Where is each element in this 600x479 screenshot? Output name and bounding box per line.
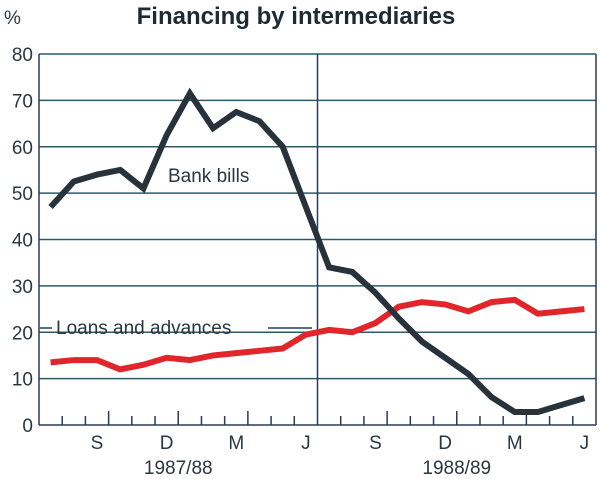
y-tick-labels: 0 10 20 30 40 50 60 70 80: [12, 45, 33, 437]
chart-title: Financing by intermediaries: [137, 3, 456, 30]
x-tick-label: M: [507, 433, 523, 454]
series-label-loans-and-advances: Loans and advances: [56, 318, 231, 339]
period-label: 1988/89: [422, 458, 491, 479]
y-tick-label: 0: [22, 416, 33, 437]
series-line-loans-and-advances: [50, 296, 585, 373]
series-label-bank-bills: Bank bills: [168, 166, 249, 187]
period-label: 1987/88: [144, 458, 213, 479]
y-tick-label: 40: [12, 231, 33, 252]
y-tick-label: 10: [12, 370, 33, 391]
x-tick-label: J: [301, 433, 311, 454]
series-line-bank-bills: [48, 87, 586, 416]
y-axis-unit-label: %: [4, 8, 21, 29]
x-tick-label: S: [369, 433, 382, 454]
x-tick-label: M: [228, 433, 244, 454]
y-tick-label: 80: [12, 45, 33, 66]
x-tick-label: D: [160, 433, 174, 454]
y-tick-label: 60: [12, 138, 33, 159]
series-lines: [48, 87, 586, 416]
y-tick-label: 30: [12, 277, 33, 298]
y-tick-label: 20: [12, 323, 33, 344]
x-tick-label: D: [438, 433, 452, 454]
x-tick-label: J: [580, 433, 590, 454]
y-tick-label: 70: [12, 91, 33, 112]
x-tick-label: S: [91, 433, 104, 454]
x-ticks: S D M J S D M J 1987/88 1988/89: [61, 411, 590, 479]
y-tick-label: 50: [12, 184, 33, 205]
